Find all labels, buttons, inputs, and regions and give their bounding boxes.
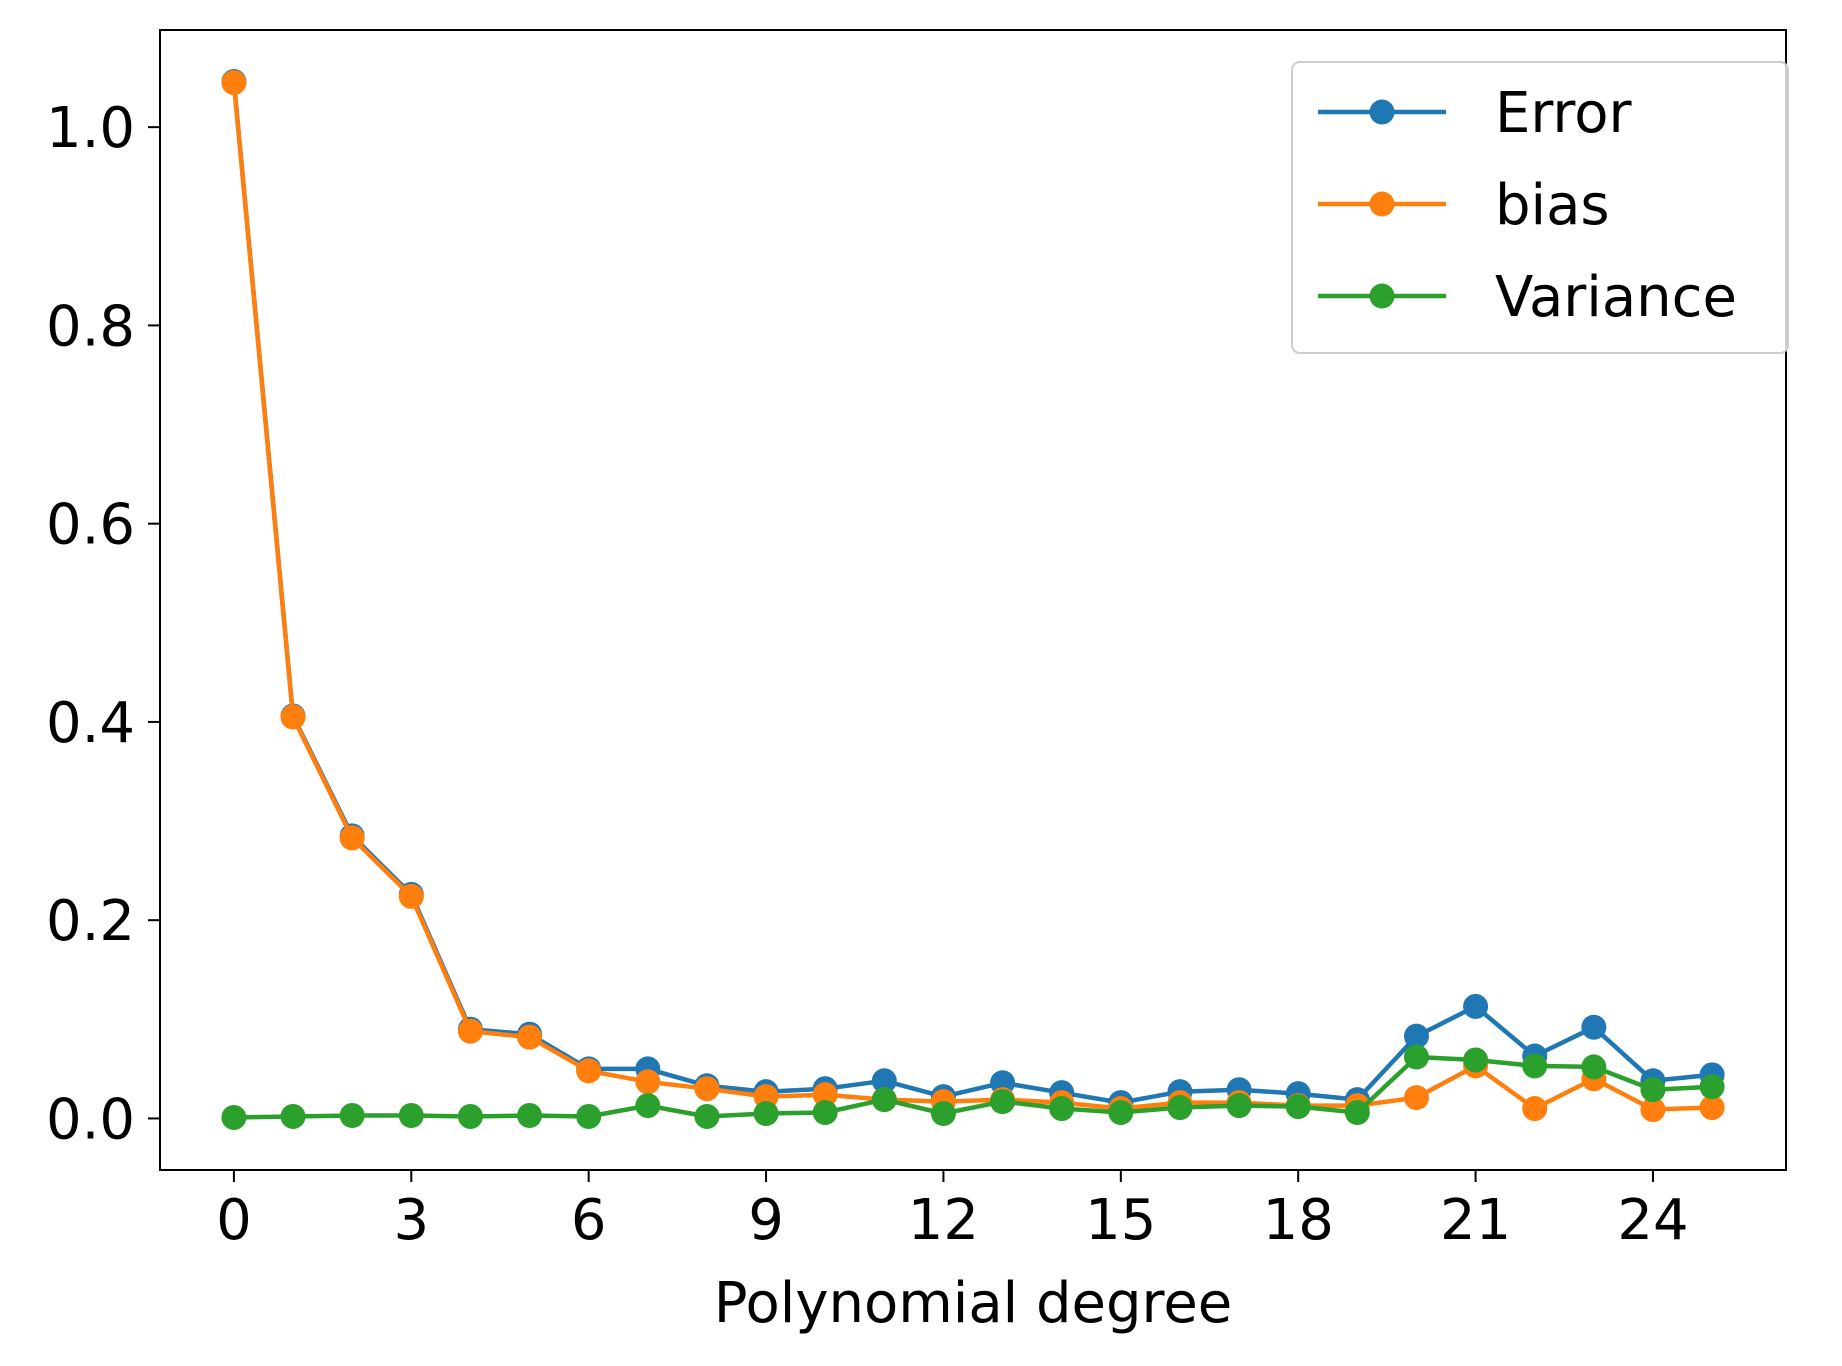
- legend-item-variance: Variance: [1318, 265, 1737, 330]
- data-point-bias: [457, 1018, 483, 1044]
- y-tick-label: 0.8: [46, 294, 135, 359]
- data-point-bias: [221, 70, 247, 96]
- data-point-bias: [339, 825, 365, 851]
- data-point-variance: [694, 1103, 720, 1129]
- data-point-bias: [635, 1069, 661, 1095]
- series-variance: [221, 1044, 1725, 1130]
- data-point-variance: [1344, 1100, 1370, 1126]
- data-point-variance: [871, 1087, 897, 1113]
- series-layer: [221, 69, 1725, 1130]
- legend-item-error: Error: [1318, 81, 1632, 146]
- data-point-error: [871, 1068, 897, 1094]
- data-point-bias: [1522, 1096, 1548, 1122]
- data-point-variance: [1581, 1054, 1607, 1080]
- data-point-bias: [1640, 1097, 1666, 1123]
- y-tick-label: 1.0: [46, 96, 135, 161]
- data-point-variance: [1108, 1100, 1134, 1126]
- data-point-bias: [1403, 1085, 1429, 1111]
- data-point-error: [1581, 1014, 1607, 1040]
- legend-label: Variance: [1495, 265, 1737, 330]
- data-point-variance: [1640, 1077, 1666, 1103]
- data-point-bias: [576, 1058, 602, 1084]
- data-point-variance: [1167, 1095, 1193, 1121]
- data-point-variance: [1463, 1047, 1489, 1073]
- data-point-bias: [812, 1082, 838, 1108]
- x-axis: 0 3 6 9 12 15 18 21 24: [216, 1170, 1689, 1253]
- data-point-variance: [1049, 1096, 1075, 1122]
- y-tick-label: 0.2: [46, 889, 135, 954]
- data-point-variance: [635, 1093, 661, 1119]
- x-tick-label: 9: [748, 1188, 784, 1253]
- y-axis: 0.0 0.2 0.4 0.6 0.8 1.0: [46, 96, 160, 1152]
- x-tick-label: 15: [1085, 1188, 1156, 1253]
- data-point-variance: [517, 1102, 543, 1128]
- legend-item-bias: bias: [1318, 173, 1610, 238]
- x-tick-label: 3: [393, 1188, 429, 1253]
- legend: Error bias Variance: [1291, 61, 1789, 354]
- data-point-variance: [753, 1100, 779, 1126]
- data-point-variance: [576, 1103, 602, 1129]
- y-tick-label: 0.4: [46, 691, 135, 756]
- data-point-bias: [398, 883, 424, 909]
- x-tick-label: 0: [216, 1188, 252, 1253]
- data-point-bias: [694, 1076, 720, 1102]
- legend-label: bias: [1495, 173, 1610, 238]
- x-tick-label: 6: [571, 1188, 607, 1253]
- data-point-error: [1463, 993, 1489, 1019]
- data-point-error: [1403, 1023, 1429, 1049]
- y-tick-label: 0.0: [46, 1087, 135, 1152]
- data-point-variance: [930, 1100, 956, 1126]
- data-point-variance: [1403, 1044, 1429, 1070]
- plot-area-frame: [159, 29, 1787, 1171]
- data-point-variance: [339, 1102, 365, 1128]
- x-tick-label: 24: [1617, 1188, 1688, 1253]
- x-tick-label: 21: [1440, 1188, 1511, 1253]
- x-tick-label: 12: [908, 1188, 979, 1253]
- data-point-variance: [1522, 1053, 1548, 1079]
- x-tick-label: 18: [1263, 1188, 1334, 1253]
- legend-frame: [1291, 61, 1789, 354]
- data-point-bias: [517, 1024, 543, 1050]
- data-point-variance: [990, 1089, 1016, 1115]
- x-axis-label: Polynomial degree: [714, 1271, 1233, 1336]
- legend-swatch-marker: [1369, 99, 1395, 125]
- legend-swatch-marker: [1369, 191, 1395, 217]
- data-point-variance: [812, 1100, 838, 1126]
- legend-label: Error: [1495, 81, 1632, 146]
- data-point-bias: [1699, 1095, 1725, 1121]
- data-point-variance: [1699, 1074, 1725, 1100]
- data-point-variance: [398, 1102, 424, 1128]
- y-tick-label: 0.6: [46, 493, 135, 558]
- data-point-bias: [280, 704, 306, 730]
- data-point-variance: [221, 1104, 247, 1130]
- data-point-variance: [457, 1103, 483, 1129]
- data-point-variance: [1285, 1094, 1311, 1120]
- legend-swatch-marker: [1369, 283, 1395, 309]
- data-point-variance: [1226, 1093, 1252, 1119]
- data-point-variance: [280, 1103, 306, 1129]
